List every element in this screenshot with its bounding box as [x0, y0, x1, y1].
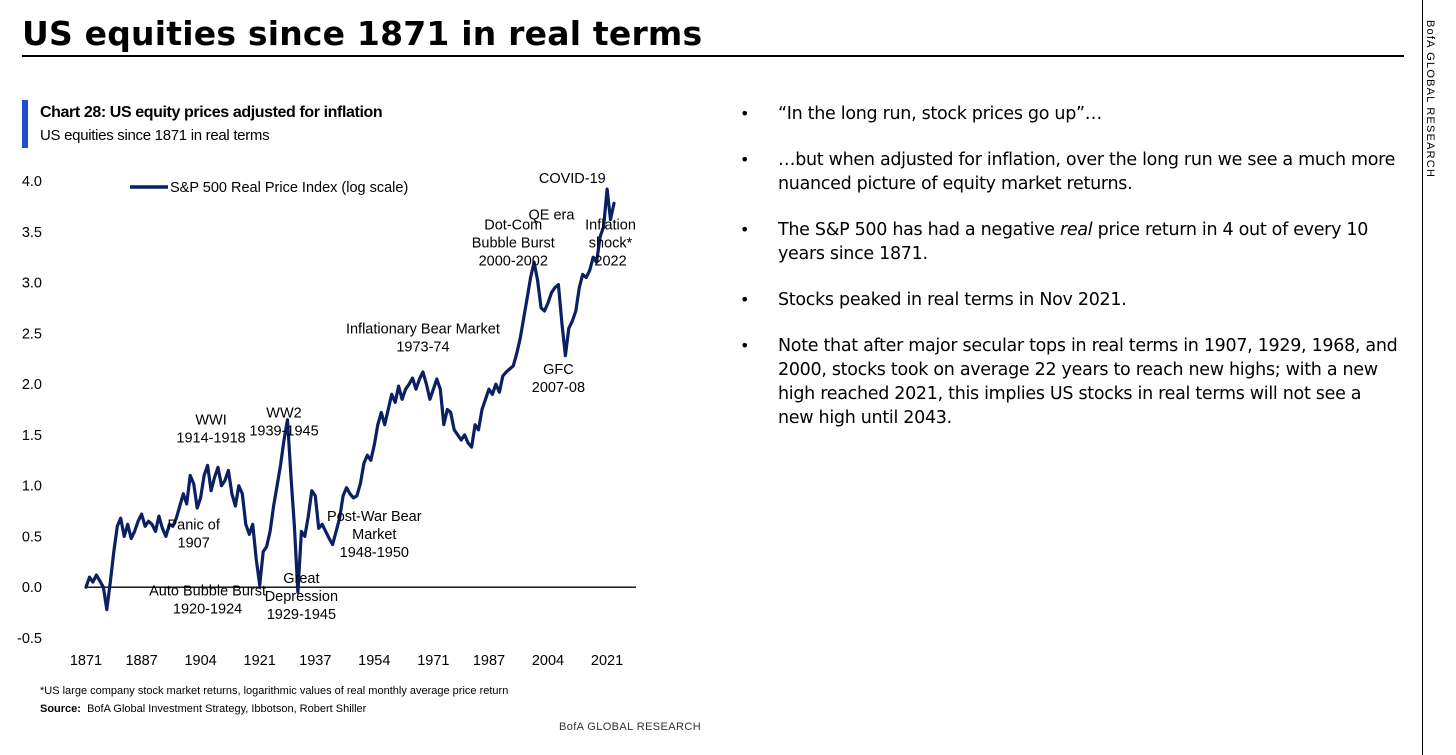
bullet-item: • Stocks peaked in real terms in Nov 2021… [740, 288, 1400, 312]
line-chart: 4.0 3.5 3.0 2.5 2.0 1.5 1.0 0.5 0.0 -0.5 1871 1887 1… [17, 171, 636, 669]
y-tick-label: -0.5 [17, 631, 42, 647]
annotation-label: 1920-1924 [173, 601, 242, 617]
legend-label: S&P 500 Real Price Index (log scale) [170, 180, 408, 196]
annotation-label: 1939-1945 [249, 424, 318, 440]
y-tick-label: 2.5 [22, 326, 42, 342]
title-rule [22, 55, 1404, 57]
annotation-label: Great [283, 571, 319, 587]
x-tick-label: 1871 [70, 653, 102, 669]
annotation-label: 2022 [594, 254, 626, 270]
annotation-label: 1914-1918 [176, 431, 245, 447]
annotation-label: 1907 [178, 535, 210, 551]
x-tick-label: 1987 [473, 653, 505, 669]
annotation-label: Bubble Burst [472, 236, 555, 252]
page-title: US equities since 1871 in real terms [22, 14, 703, 53]
annotation-label: Dot-Com [484, 218, 542, 234]
annotation-label: GFC [543, 362, 574, 378]
bullet-text: Note that after major secular tops in re… [778, 334, 1400, 430]
bullet-text-part: …but when adjusted for inflation, over t… [778, 150, 1396, 194]
annotation-label: 1948-1950 [340, 545, 409, 561]
y-tick-label: 2.0 [22, 377, 42, 393]
bullet-marker: • [740, 336, 750, 355]
annotation-label: WWI [195, 413, 226, 429]
chart-accent-bar [22, 100, 28, 148]
bullet-text: “In the long run, stock prices go up”… [778, 102, 1400, 126]
bullet-item: • …but when adjusted for inflation, over … [740, 148, 1400, 196]
x-tick-label: 1921 [244, 653, 276, 669]
annotation-label: Inflation [585, 218, 636, 234]
bullet-text: Stocks peaked in real terms in Nov 2021. [778, 288, 1400, 312]
x-tick-label: 1971 [417, 653, 449, 669]
bullet-marker: • [740, 150, 750, 169]
x-tick-label: 1887 [125, 653, 157, 669]
annotation-label: 2000-2002 [479, 254, 548, 270]
annotation-label: Panic of [167, 517, 220, 533]
annotation-label: Auto Bubble Burst [149, 583, 266, 599]
source-text: BofA Global Investment Strategy, Ibbotso… [87, 703, 367, 715]
annotation-label: 1973-74 [396, 339, 449, 355]
bullet-text: …but when adjusted for inflation, over t… [778, 148, 1400, 196]
bullet-marker: • [740, 220, 750, 239]
y-tick-label: 3.0 [22, 276, 42, 292]
annotation-label: shock* [589, 236, 633, 252]
x-tick-label: 1954 [358, 653, 390, 669]
side-brand: BofA GLOBAL RESEARCH [1424, 20, 1436, 179]
bullet-text-part: Stocks peaked in real terms in Nov 2021. [778, 290, 1127, 310]
x-tick-label: 2021 [591, 653, 623, 669]
chart-title: Chart 28: US equity prices adjusted for … [40, 104, 383, 121]
x-tick-label: 2004 [532, 653, 564, 669]
annotation-label: QE era [529, 208, 576, 224]
x-tick-label: 1904 [184, 653, 216, 669]
y-tick-label: 4.0 [22, 174, 42, 190]
bullet-text-part: The S&P 500 has had a negative [778, 220, 1061, 240]
side-rule [1422, 0, 1423, 755]
bullet-marker: • [740, 104, 750, 123]
bullet-item: • “In the long run, stock prices go up”… [740, 102, 1400, 126]
chart-footnote: *US large company stock market returns, … [40, 685, 509, 697]
bullet-emphasis: real [1060, 220, 1093, 240]
bullet-list: • “In the long run, stock prices go up”… •… [740, 102, 1400, 452]
y-tick-label: 0.5 [22, 529, 42, 545]
chart-source: Source: BofA Global Investment Strategy,… [40, 703, 366, 715]
annotation-label: COVID-19 [539, 171, 606, 187]
y-tick-label: 3.5 [22, 225, 42, 241]
annotation-label: Inflationary Bear Market [346, 321, 500, 337]
bullet-text-part: price return in 4 out of every 10 years … [778, 220, 1369, 264]
annotation-label: 1929-1945 [267, 607, 336, 623]
y-tick-label: 1.0 [22, 479, 42, 495]
annotation-label: Post-War Bear [327, 509, 422, 525]
annotation-label: Depression [265, 589, 338, 605]
series-line [84, 187, 616, 612]
bullet-item: • Note that after major secular tops in r… [740, 334, 1400, 430]
bullet-marker: • [740, 290, 750, 309]
y-tick-label: 1.5 [22, 428, 42, 444]
footer-brand: BofA GLOBAL RESEARCH [558, 721, 702, 733]
annotation-label: 2007-08 [532, 380, 585, 396]
source-label: Source: [40, 703, 81, 715]
bullet-text-part: Note that after major secular tops in re… [778, 336, 1398, 428]
bullet-text-part: “In the long run, stock prices go up”… [778, 104, 1102, 124]
y-tick-label: 0.0 [22, 580, 42, 596]
bullet-item: • The S&P 500 has had a negative real pri… [740, 218, 1400, 266]
annotation-label: Market [352, 527, 396, 543]
x-tick-label: 1937 [299, 653, 331, 669]
annotation-label: WW2 [266, 406, 301, 422]
bullet-text: The S&P 500 has had a negative real pric… [778, 218, 1400, 266]
chart-subtitle: US equities since 1871 in real terms [40, 127, 270, 144]
